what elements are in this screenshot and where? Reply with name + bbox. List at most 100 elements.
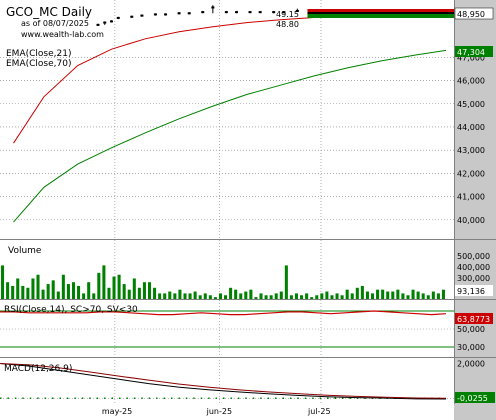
price-bar-body bbox=[235, 11, 239, 14]
y-axis-strip bbox=[454, 0, 496, 420]
x-tick-label: may-25 bbox=[102, 407, 132, 416]
volume-bar bbox=[436, 293, 440, 299]
volume-bar bbox=[401, 293, 405, 299]
volume-bar bbox=[153, 287, 157, 299]
price-bar-body bbox=[164, 13, 168, 16]
volume-bar bbox=[173, 293, 177, 299]
volume-bar bbox=[193, 291, 197, 299]
price-annotation-low: 48.80 bbox=[276, 20, 299, 29]
volume-bar bbox=[213, 297, 217, 299]
rsi-y-tick: 50,000 bbox=[457, 325, 485, 334]
price-y-tick: 44,000 bbox=[457, 123, 485, 132]
price-y-tick: 45,000 bbox=[457, 100, 485, 109]
chart-title: GCO_MC Daily bbox=[6, 5, 92, 19]
macd-histogram-bar bbox=[185, 397, 188, 399]
macd-histogram-bar bbox=[29, 397, 32, 399]
volume-bar bbox=[92, 293, 96, 299]
volume-bar bbox=[26, 287, 30, 299]
macd-histogram-bar bbox=[193, 397, 195, 399]
volume-bar bbox=[279, 291, 283, 299]
macd-histogram-bar bbox=[156, 397, 158, 399]
volume-bar bbox=[31, 278, 35, 299]
volume-bar bbox=[330, 295, 334, 299]
price-bar-body bbox=[96, 23, 100, 26]
price-y-tick: 40,000 bbox=[457, 216, 485, 225]
volume-last-value: 93,136 bbox=[457, 287, 485, 296]
volume-bar bbox=[294, 293, 299, 299]
volume-bar bbox=[310, 297, 314, 299]
volume-y-tick: 400,000 bbox=[457, 263, 490, 272]
volume-bar bbox=[376, 289, 380, 299]
macd-histogram-bar bbox=[126, 397, 128, 399]
volume-bar bbox=[320, 293, 324, 299]
volume-bar bbox=[11, 285, 15, 299]
rsi-line bbox=[0, 310, 447, 316]
volume-bar bbox=[16, 278, 20, 299]
volume-bar bbox=[244, 291, 248, 299]
macd-pane bbox=[0, 363, 447, 400]
volume-bar bbox=[305, 293, 309, 299]
volume-bar bbox=[421, 293, 425, 299]
volume-bar bbox=[249, 289, 253, 299]
volume-bar bbox=[411, 289, 415, 299]
volume-bar bbox=[71, 282, 76, 299]
macd-histogram-bar bbox=[104, 397, 106, 399]
macd-histogram-bar bbox=[252, 397, 255, 399]
volume-bar bbox=[158, 293, 162, 299]
macd-histogram-bar bbox=[319, 397, 322, 399]
price-pane bbox=[13, 5, 454, 223]
price-bar-body bbox=[248, 11, 252, 14]
volume-bar bbox=[441, 289, 445, 299]
macd-histogram-bar bbox=[289, 397, 292, 399]
volume-bar bbox=[61, 274, 65, 299]
price-last-value: 48,950 bbox=[457, 10, 485, 19]
price-bar-body bbox=[201, 11, 205, 14]
volume-bar bbox=[51, 280, 55, 299]
price-bar-body bbox=[272, 11, 276, 14]
volume-y-tick: 500,000 bbox=[457, 252, 490, 261]
macd-histogram-bar bbox=[170, 397, 173, 399]
macd-histogram-bar bbox=[327, 397, 329, 399]
macd-histogram-bar bbox=[81, 397, 84, 399]
volume-bar bbox=[168, 291, 172, 299]
price-bar-body bbox=[224, 11, 228, 14]
price-band-red bbox=[307, 9, 454, 12]
price-bar-body bbox=[187, 12, 191, 15]
macd-histogram-bar bbox=[364, 397, 366, 399]
macd-histogram-bar bbox=[223, 397, 225, 399]
chart-date: as of 08/07/2025 bbox=[21, 19, 89, 28]
macd-histogram-bar bbox=[37, 397, 39, 399]
macd-histogram-bar bbox=[14, 397, 17, 399]
macd-last-box bbox=[455, 392, 495, 403]
volume-bar bbox=[107, 287, 111, 299]
volume-bar bbox=[102, 265, 106, 299]
x-axis-ticks: may-25 jun-25 jul-25 bbox=[102, 407, 331, 416]
macd-histogram-bar bbox=[230, 397, 232, 399]
volume-bar bbox=[87, 282, 91, 299]
price-last-box bbox=[454, 7, 494, 20]
volume-bar bbox=[137, 287, 141, 299]
volume-bar bbox=[315, 295, 319, 299]
macd-histogram-bar bbox=[200, 397, 203, 399]
volume-bar bbox=[335, 293, 339, 299]
macd-histogram-bar bbox=[66, 397, 69, 399]
price-annotation-high: 49.15 bbox=[276, 10, 299, 19]
price-y-tick: 47,000 bbox=[457, 53, 485, 62]
macd-histogram-bar bbox=[312, 397, 314, 399]
macd-histogram-bar bbox=[52, 397, 54, 399]
price-bar-body bbox=[258, 11, 262, 14]
macd-histogram-bar bbox=[7, 397, 9, 399]
volume-bar bbox=[224, 295, 228, 299]
macd-histogram-bar bbox=[349, 397, 351, 399]
rsi-title: RSI(Close,14), SC>70, SV<30 bbox=[4, 305, 138, 315]
volume-bar bbox=[274, 293, 278, 299]
macd-histogram-bar bbox=[215, 397, 218, 399]
volume-bar bbox=[147, 282, 152, 299]
ema21-legend: EMA(Close,21) bbox=[6, 49, 71, 59]
macd-histogram-bar bbox=[148, 397, 151, 399]
volume-bar bbox=[386, 291, 390, 299]
rsi-last-value: 63,8773 bbox=[457, 315, 490, 324]
volume-bar bbox=[122, 284, 126, 299]
macd-histogram-bar bbox=[341, 397, 344, 399]
